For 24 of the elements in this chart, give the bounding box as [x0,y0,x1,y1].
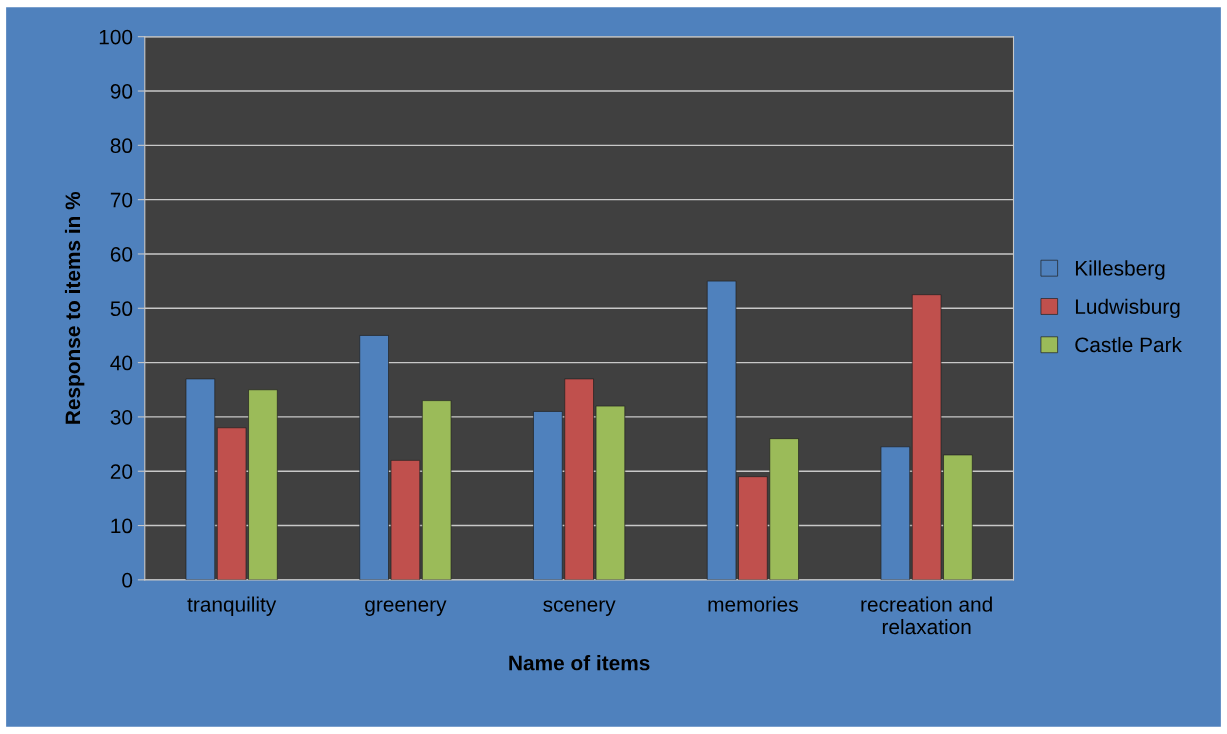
y-tick-label: 80 [110,138,133,154]
x-axis-title: Name of items [509,655,650,671]
y-tick-label: 100 [99,29,133,45]
y-axis-title: Response to items in % [64,191,85,424]
y-tick-label: 0 [122,572,133,588]
y-tick-label: 40 [110,355,133,371]
legend-label: Ludwisburg [1075,298,1180,319]
x-tick-label: greenery [365,600,447,616]
bar [421,400,452,580]
bar [185,378,216,580]
legend-label: Killesberg [1075,260,1165,280]
y-tick-label: 30 [110,409,133,425]
x-tick-label: tranquility [187,596,277,616]
x-tick-label: memories [708,596,798,612]
x-tick-label: scenery [543,600,616,616]
y-tick-label: 20 [110,464,133,479]
y-tick-label: 70 [110,192,133,208]
x-tick-label: recreation and relaxation [861,596,992,635]
y-tick-label: 60 [110,246,133,262]
bar [880,446,911,580]
y-tick-label: 10 [111,518,133,534]
y-tick-label: 50 [110,301,133,317]
y-tick-label: 90 [110,84,133,99]
legend-label: Castle Park [1075,336,1182,353]
